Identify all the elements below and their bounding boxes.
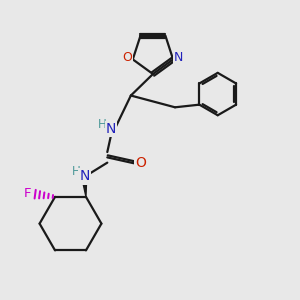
Text: N: N: [80, 169, 90, 184]
Text: H: H: [98, 118, 107, 130]
Text: O: O: [135, 156, 146, 170]
Text: N: N: [174, 51, 183, 64]
Text: N: N: [106, 122, 116, 136]
Polygon shape: [83, 182, 86, 197]
Text: F: F: [23, 188, 31, 200]
Text: H: H: [71, 165, 80, 178]
Text: O: O: [122, 51, 132, 64]
